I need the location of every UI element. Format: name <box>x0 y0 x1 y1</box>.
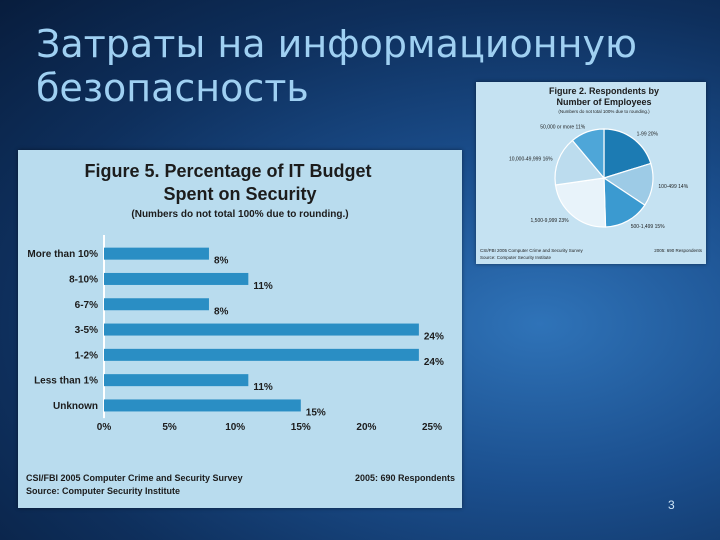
figure5-value-label: 24% <box>424 357 444 368</box>
figure5-value-label: 11% <box>253 281 273 292</box>
figure2-pie-slice <box>554 139 606 186</box>
figure5-x-tick-label: 0% <box>97 422 112 433</box>
figure5-title-line2: Spent on Security <box>163 184 316 204</box>
figure5-category-label: 3-5% <box>75 325 98 336</box>
figure2-slice-label: 1,500-9,999 23% <box>531 218 570 224</box>
figure5-value-label: 11% <box>253 382 273 393</box>
figure5-x-tick-label: 20% <box>356 422 376 433</box>
figure2-pie-slice <box>571 128 605 180</box>
slide-title: Затраты на информационную безопасность <box>36 22 637 110</box>
figure5-x-tick-label: 25% <box>422 422 442 433</box>
figure2-title-line1: Figure 2. Respondents by <box>549 86 659 96</box>
figure2-pie-slice <box>603 128 652 179</box>
figure2-pie-chart: Figure 2. Respondents by Number of Emplo… <box>480 86 703 260</box>
figure5-bar <box>104 272 249 285</box>
figure5-category-label: Unknown <box>53 401 98 412</box>
slide-title-line2: безопасность <box>36 66 309 110</box>
figure2-panel: Figure 2. Respondents by Number of Emplo… <box>476 82 706 264</box>
slide-title-line1: Затраты на информационную <box>36 22 637 66</box>
figure5-bar <box>104 247 209 260</box>
figure5-category-label: 6-7% <box>75 300 98 311</box>
figure5-x-tick-label: 10% <box>225 422 245 433</box>
figure2-title-line2: Number of Employees <box>556 97 651 107</box>
figure5-bar <box>104 374 249 387</box>
figure5-title-line1: Figure 5. Percentage of IT Budget <box>84 161 371 181</box>
figure2-subtitle: (Numbers do not total 100% due to roundi… <box>558 109 650 114</box>
figure5-category-label: 8-10% <box>69 274 98 285</box>
figure2-slice-label: 1-99 20% <box>637 132 659 138</box>
figure5-respondents: 2005: 690 Respondents <box>355 473 455 483</box>
figure5-value-label: 15% <box>306 407 326 418</box>
figure5-category-label: Less than 1% <box>34 376 98 387</box>
figure5-category-label: 1-2% <box>75 350 98 361</box>
figure2-slice-label: 50,000 or more 11% <box>540 124 585 130</box>
figure2-respondents: 2005: 690 Respondents <box>654 248 703 253</box>
page-number: 3 <box>668 498 675 512</box>
figure5-subtitle: (Numbers do not total 100% due to roundi… <box>131 209 348 220</box>
figure5-value-label: 8% <box>214 256 229 267</box>
figure5-x-tick-label: 5% <box>162 422 177 433</box>
figure5-bar <box>104 348 419 361</box>
figure5-panel: Figure 5. Percentage of IT Budget Spent … <box>18 150 462 508</box>
figure5-bar <box>104 323 419 336</box>
figure5-source-line2: Source: Computer Security Institute <box>26 486 180 496</box>
figure2-source-line1: CSI/FBI 2005 Computer Crime and Security… <box>480 248 584 253</box>
figure2-pie-slice <box>554 177 607 228</box>
figure5-value-label: 8% <box>214 306 229 317</box>
figure5-value-label: 24% <box>424 332 444 343</box>
figure2-slice-label: 500-1,499 15% <box>631 224 665 230</box>
figure2-slice-label: 10,000-49,999 16% <box>509 156 553 162</box>
figure5-bar <box>104 298 209 311</box>
figure5-category-label: More than 10% <box>27 249 98 260</box>
figure5-source-line1: CSI/FBI 2005 Computer Crime and Security… <box>26 473 243 483</box>
figure5-bar-chart: Figure 5. Percentage of IT Budget Spent … <box>26 161 455 496</box>
figure2-source-line2: Source: Computer Security Institute <box>480 255 552 260</box>
figure5-x-tick-label: 15% <box>291 422 311 433</box>
figure2-slice-label: 100-499 14% <box>658 184 688 190</box>
figure5-bar <box>104 399 301 412</box>
